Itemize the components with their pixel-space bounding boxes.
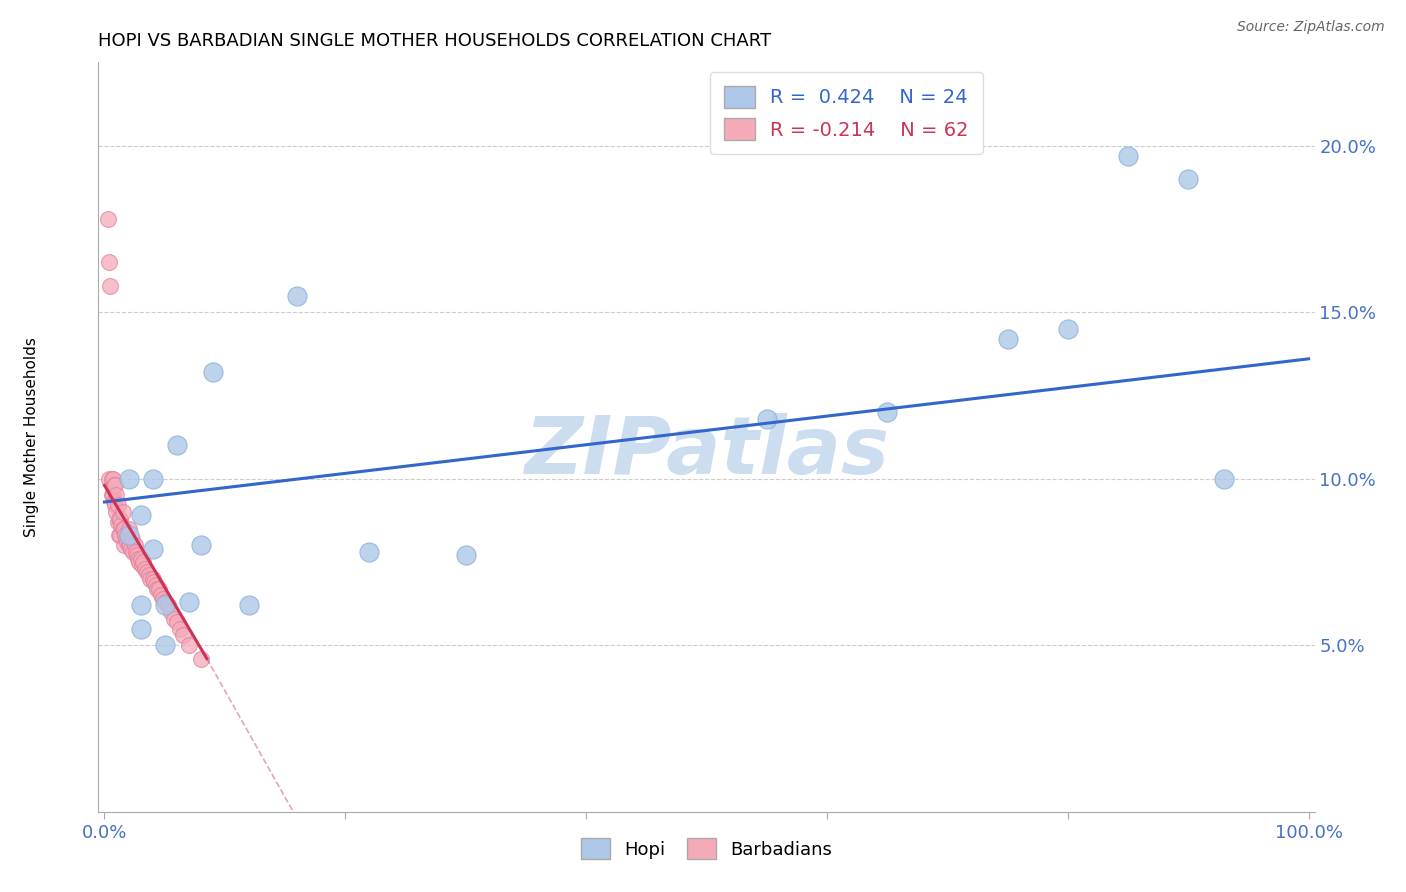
- Point: [238, 599, 260, 613]
- Point: [105, 488, 128, 502]
- Point: [114, 528, 136, 542]
- Point: [150, 588, 173, 602]
- Point: [128, 555, 150, 569]
- Point: [876, 405, 898, 419]
- Point: [166, 615, 188, 629]
- Point: [285, 288, 308, 302]
- Point: [103, 495, 125, 509]
- Point: [111, 522, 134, 536]
- Point: [110, 518, 132, 533]
- Point: [166, 438, 188, 452]
- Point: [107, 515, 129, 529]
- Point: [122, 545, 145, 559]
- Point: [107, 499, 129, 513]
- Point: [131, 558, 153, 573]
- Point: [129, 599, 152, 613]
- Point: [153, 638, 176, 652]
- Text: Source: ZipAtlas.com: Source: ZipAtlas.com: [1237, 20, 1385, 34]
- Point: [163, 611, 186, 625]
- Point: [98, 472, 121, 486]
- Point: [108, 511, 131, 525]
- Point: [139, 572, 162, 586]
- Point: [201, 365, 224, 379]
- Point: [177, 595, 200, 609]
- Point: [105, 505, 128, 519]
- Point: [142, 574, 165, 589]
- Point: [100, 278, 122, 293]
- Point: [129, 508, 152, 523]
- Point: [125, 549, 148, 563]
- Point: [127, 551, 149, 566]
- Point: [111, 505, 134, 519]
- Point: [103, 478, 125, 492]
- Point: [146, 582, 169, 596]
- Point: [153, 595, 176, 609]
- Point: [454, 549, 477, 563]
- Point: [117, 535, 139, 549]
- Point: [112, 522, 135, 536]
- Point: [100, 488, 122, 502]
- Point: [755, 411, 778, 425]
- Point: [1116, 149, 1139, 163]
- Point: [129, 622, 152, 636]
- Point: [134, 561, 156, 575]
- Point: [142, 472, 165, 486]
- Text: HOPI VS BARBADIAN SINGLE MOTHER HOUSEHOLDS CORRELATION CHART: HOPI VS BARBADIAN SINGLE MOTHER HOUSEHOL…: [98, 32, 772, 50]
- Point: [112, 538, 135, 552]
- Text: Single Mother Households: Single Mother Households: [24, 337, 39, 537]
- Point: [1213, 472, 1236, 486]
- Point: [97, 211, 120, 226]
- Point: [124, 538, 146, 552]
- Point: [115, 532, 138, 546]
- Legend: Hopi, Barbadians: Hopi, Barbadians: [574, 831, 839, 866]
- Point: [129, 551, 152, 566]
- Point: [132, 555, 155, 569]
- Point: [152, 591, 174, 606]
- Point: [138, 568, 160, 582]
- Point: [190, 651, 212, 665]
- Point: [101, 488, 124, 502]
- Point: [142, 572, 165, 586]
- Text: ZIPatlas: ZIPatlas: [524, 413, 889, 491]
- Point: [153, 599, 176, 613]
- Point: [190, 538, 212, 552]
- Point: [118, 538, 141, 552]
- Point: [142, 541, 165, 556]
- Point: [108, 511, 131, 525]
- Point: [177, 638, 200, 652]
- Point: [172, 628, 194, 642]
- Point: [1177, 172, 1199, 186]
- Point: [117, 538, 139, 552]
- Point: [104, 478, 127, 492]
- Point: [101, 472, 124, 486]
- Point: [997, 332, 1019, 346]
- Point: [359, 545, 381, 559]
- Point: [121, 532, 143, 546]
- Point: [157, 599, 180, 613]
- Point: [117, 472, 139, 486]
- Point: [159, 605, 181, 619]
- Point: [145, 578, 167, 592]
- Point: [104, 499, 127, 513]
- Point: [1056, 322, 1078, 336]
- Point: [108, 528, 131, 542]
- Point: [148, 582, 170, 596]
- Point: [135, 565, 157, 579]
- Point: [169, 622, 191, 636]
- Point: [98, 255, 121, 269]
- Point: [100, 472, 122, 486]
- Point: [120, 541, 142, 556]
- Point: [117, 528, 139, 542]
- Point: [125, 545, 148, 559]
- Point: [117, 522, 139, 536]
- Point: [108, 528, 131, 542]
